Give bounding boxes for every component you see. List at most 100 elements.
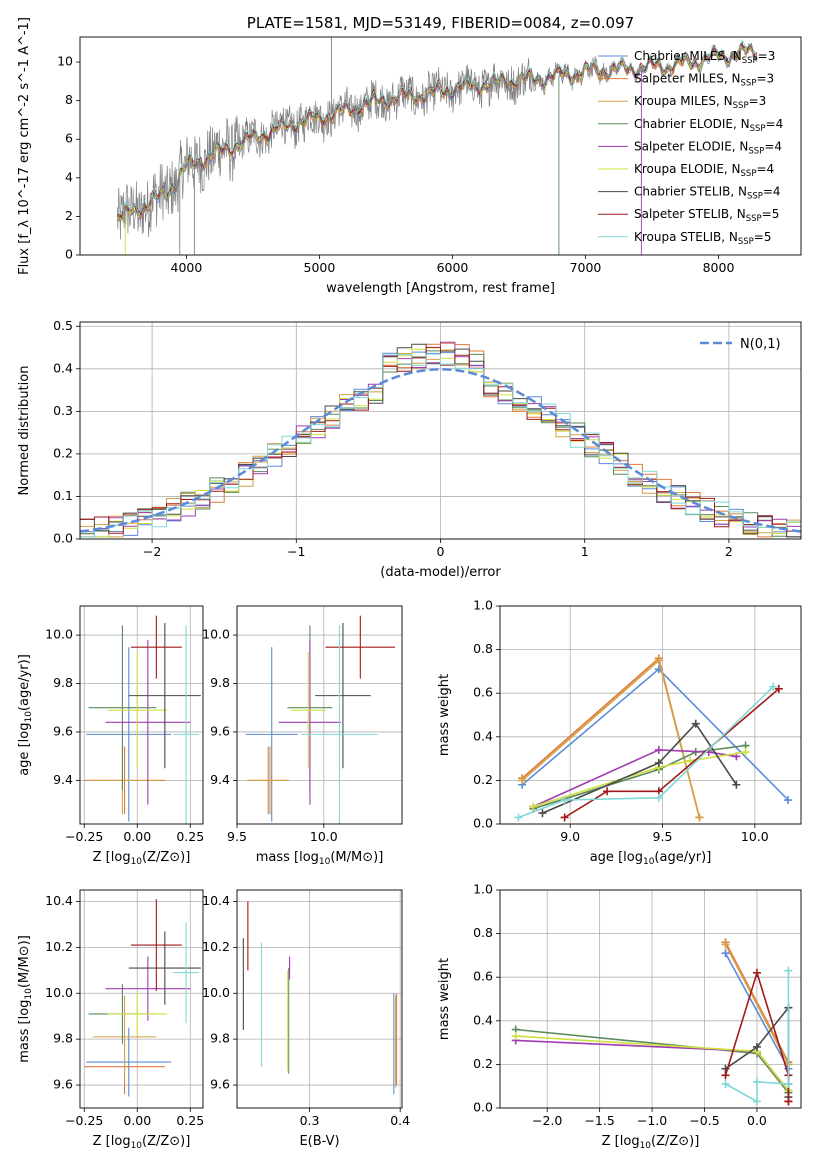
y-axis-label: Flux [f_λ 10^-17 erg cm^-2 s^-1 A^-1] bbox=[17, 17, 32, 275]
legend-label-kroupa_miles: Kroupa MILES, NSSP=3 bbox=[634, 94, 766, 111]
y-tick-label: 8 bbox=[65, 92, 73, 107]
weight-line-chabrier_stelib bbox=[542, 722, 738, 814]
x-tick-label: 8000 bbox=[703, 260, 735, 275]
weight-marker-salpeter_stelib bbox=[560, 813, 569, 822]
weight-marker-chabrier_miles bbox=[721, 949, 730, 958]
legend-label-chabrier_miles: Chabrier MILES, NSSP=3 bbox=[634, 49, 775, 66]
weight-line-chabrier_elodie bbox=[532, 744, 746, 810]
y-tick-label: 0.4 bbox=[53, 360, 73, 375]
legend: Chabrier MILES, NSSP=3 Salpeter MILES, NS… bbox=[598, 49, 783, 247]
x-axis-label: mass [log10(M/M⊙)] bbox=[256, 850, 384, 867]
y-tick-label: 9.8 bbox=[210, 1031, 230, 1046]
plot-area bbox=[514, 654, 793, 822]
plot-area bbox=[511, 938, 793, 1106]
y-tick-label: 9.6 bbox=[53, 1077, 73, 1092]
weight-marker-chabrier_stelib bbox=[538, 809, 547, 818]
legend-label-salpeter_stelib: Salpeter STELIB, NSSP=5 bbox=[634, 207, 779, 224]
x-tick-label: −0.25 bbox=[65, 1113, 103, 1128]
y-tick-label: 10 bbox=[57, 54, 73, 69]
plot-area bbox=[242, 901, 398, 1095]
chart-residuals: −2 −1 0 1 2 0.0 0.1 0.2 0.3 0.4 0.5 (data-model)/er… bbox=[17, 318, 802, 580]
grid bbox=[80, 606, 203, 824]
plot-area bbox=[116, 37, 758, 255]
weight-marker-kroupa_stelib bbox=[560, 796, 569, 805]
y-tick-label: 1.0 bbox=[473, 882, 493, 897]
y-tick-label: 9.6 bbox=[53, 723, 73, 738]
y-tick-label: 0.4 bbox=[473, 1012, 493, 1027]
x-tick-label: 5000 bbox=[304, 260, 336, 275]
legend-label-kroupa_stelib: Kroupa STELIB, NSSP=5 bbox=[634, 230, 772, 247]
axes-frame bbox=[79, 36, 802, 256]
weight-line-salpeter_miles bbox=[521, 656, 701, 818]
x-axis-label: Z [log10(Z/Z⊙)] bbox=[93, 850, 191, 867]
weight-marker-kroupa_stelib bbox=[784, 1080, 793, 1089]
y-tick-label: 2 bbox=[65, 208, 73, 223]
y-tick-label: 0.4 bbox=[473, 728, 493, 743]
y-tick-label: 0.0 bbox=[53, 531, 73, 546]
y-tick-label: 9.6 bbox=[210, 1077, 230, 1092]
weight-marker-salpeter_elodie bbox=[654, 745, 663, 754]
x-tick-label: 0.25 bbox=[176, 829, 204, 844]
legend-label-chabrier_stelib: Chabrier STELIB, NSSP=4 bbox=[634, 185, 781, 202]
x-axis-label: Z [log10(Z/Z⊙)] bbox=[93, 1134, 191, 1151]
x-tick-label: 9.0 bbox=[560, 829, 580, 844]
plot-area bbox=[84, 899, 201, 1097]
plot-area bbox=[245, 615, 396, 824]
x-tick-label: −2 bbox=[143, 544, 161, 559]
weight-marker-chabrier_stelib bbox=[691, 719, 700, 728]
histogram-kroupa_stelib bbox=[80, 353, 801, 538]
y-axis-label: mass weight bbox=[437, 674, 452, 756]
model-spectrum-kroupa_stelib bbox=[116, 39, 757, 215]
y-tick-label: 4 bbox=[65, 169, 73, 184]
y-tick-label: 9.8 bbox=[210, 675, 230, 690]
axes-frame bbox=[79, 321, 802, 540]
weight-marker-kroupa_miles bbox=[695, 813, 704, 822]
x-tick-label: 6000 bbox=[437, 260, 469, 275]
x-tick-label: 7000 bbox=[570, 260, 602, 275]
x-tick-label: 0.3 bbox=[300, 1113, 320, 1128]
x-axis-label: E(B-V) bbox=[299, 1134, 339, 1149]
x-tick-label: 0.0 bbox=[747, 1113, 767, 1128]
weight-marker-chabrier_stelib bbox=[732, 780, 741, 789]
x-tick-label: 2 bbox=[725, 544, 733, 559]
y-tick-label: 0.0 bbox=[473, 816, 493, 831]
x-tick-label: 0.4 bbox=[390, 1113, 410, 1128]
y-tick-label: 9.4 bbox=[53, 772, 73, 787]
y-tick-label: 10.4 bbox=[45, 893, 73, 908]
chart-mass_weight_vs_age: 9.0 9.5 10.0 0.0 0.2 0.4 0.6 0.8 1.0 age [log10(a… bbox=[437, 598, 802, 867]
x-axis-label: age [log10(age/yr)] bbox=[590, 850, 712, 867]
weight-line-salpeter_stelib bbox=[724, 970, 790, 1102]
weight-marker-kroupa_miles bbox=[654, 656, 663, 665]
legend-label-salpeter_miles: Salpeter MILES, NSSP=3 bbox=[634, 72, 774, 89]
chart-age_vs_Z: −0.25 0.00 0.25 9.4 9.6 9.8 10.0 Z [log10(Z/Z⊙)… bbox=[17, 605, 204, 867]
y-tick-label: 9.4 bbox=[210, 772, 230, 787]
x-tick-label: 0.25 bbox=[176, 1113, 204, 1128]
x-axis-label: Z [log10(Z/Z⊙)] bbox=[602, 1134, 700, 1151]
x-tick-label: 9.5 bbox=[653, 829, 673, 844]
y-tick-label: 1.0 bbox=[473, 598, 493, 613]
plot-area bbox=[80, 341, 801, 538]
y-tick-label: 0.3 bbox=[53, 403, 73, 418]
axes-frame bbox=[236, 605, 403, 825]
legend-label-normal: N(0,1) bbox=[740, 337, 781, 352]
chart-age_vs_mass: 9.5 10.0 9.4 9.6 9.8 10.0 mass [log10(M/M⊙)] bbox=[202, 605, 403, 867]
weight-marker-kroupa_elodie bbox=[511, 1032, 520, 1041]
weight-line-salpeter_elodie bbox=[532, 749, 737, 808]
chart-mass_weight_vs_Z: −2.0 −1.5 −1.0 −0.5 0.0 0.0 0.2 0.4 0.6 0.8 1.0 Z [… bbox=[437, 882, 802, 1151]
weight-marker-salpeter_stelib bbox=[721, 1071, 730, 1080]
y-tick-label: 10.0 bbox=[45, 627, 73, 642]
x-tick-label: 0.00 bbox=[123, 829, 151, 844]
y-tick-label: 0.5 bbox=[53, 318, 73, 333]
weight-marker-salpeter_stelib bbox=[752, 968, 761, 977]
weight-marker-kroupa_stelib bbox=[784, 966, 793, 975]
y-tick-label: 9.6 bbox=[210, 723, 230, 738]
axes-frame bbox=[79, 605, 204, 825]
weight-marker-kroupa_stelib bbox=[654, 793, 663, 802]
legend-label-kroupa_elodie: Kroupa ELODIE, NSSP=4 bbox=[634, 162, 774, 179]
x-tick-label: −0.25 bbox=[65, 829, 103, 844]
x-tick-label: −0.5 bbox=[689, 1113, 719, 1128]
y-axis-label: mass [log10(M/M⊙)] bbox=[17, 935, 34, 1063]
chart-title: PLATE=1581, MJD=53149, FIBERID=0084, z=0… bbox=[247, 14, 634, 32]
chart-spectrum: 4000 5000 6000 7000 8000 0 2 4 6 8 10 wavelength [A… bbox=[17, 17, 802, 296]
